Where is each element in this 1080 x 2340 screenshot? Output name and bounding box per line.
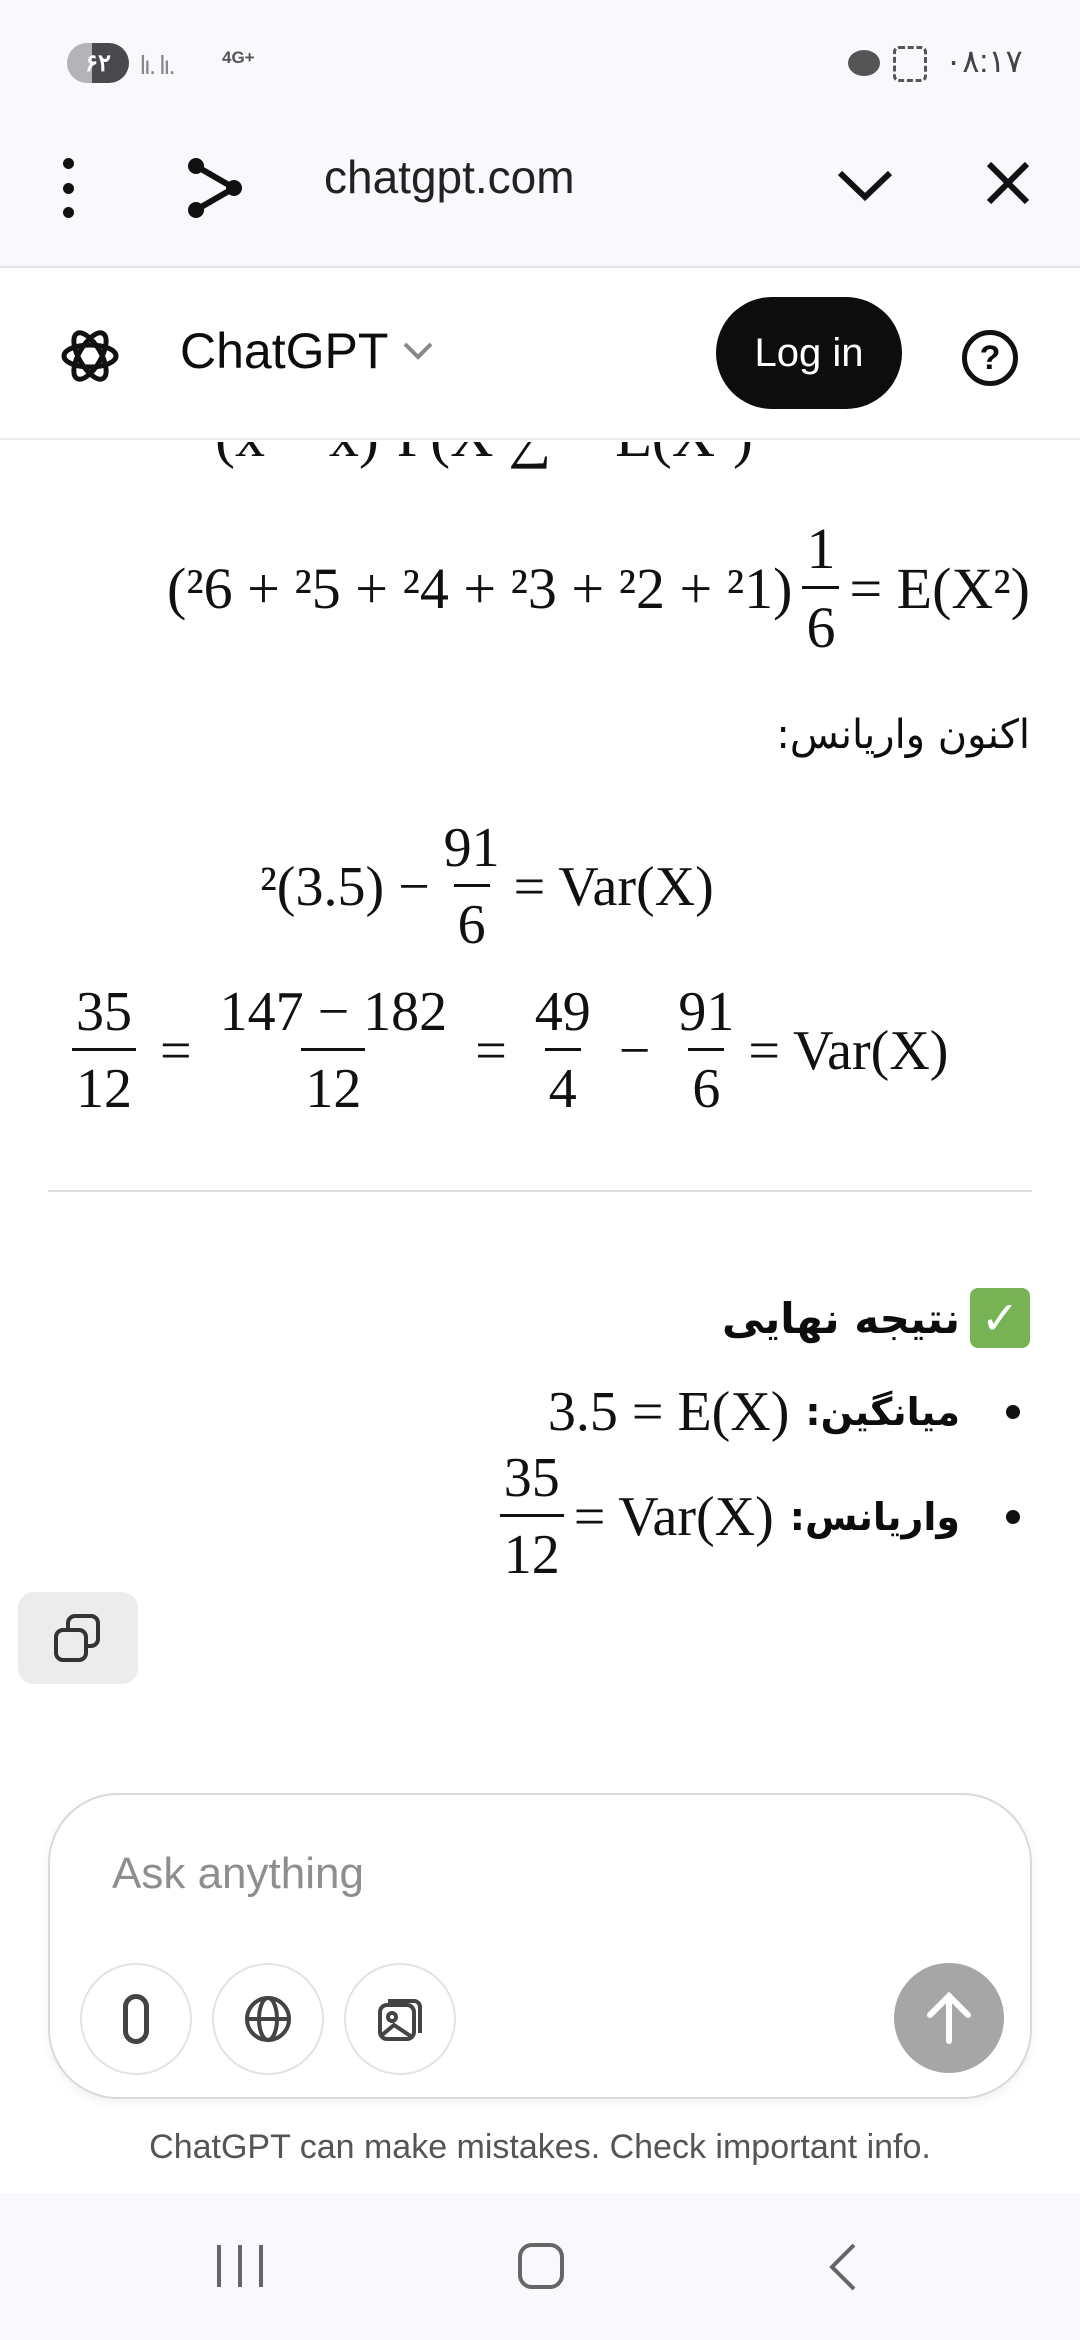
check-mark-icon: ✓ [970, 1288, 1030, 1348]
network-type: 4G+ [222, 48, 255, 67]
divider [48, 1190, 1032, 1192]
recent-apps-button[interactable] [217, 2245, 263, 2287]
globe-icon [245, 1996, 291, 2042]
fraction: 35 12 [72, 984, 136, 1117]
bullet [1006, 1509, 1020, 1524]
chevron-down-icon[interactable] [835, 165, 895, 205]
bullet [1006, 1405, 1020, 1419]
fraction: 91 6 [443, 817, 500, 956]
arrow-up-icon [927, 1991, 971, 2044]
help-button[interactable]: ? [962, 330, 1018, 386]
app-title: ChatGPT [180, 323, 389, 379]
screenshot-icon [893, 46, 927, 82]
search-web-button[interactable] [212, 1963, 324, 2075]
fraction: 91 6 [678, 981, 735, 1120]
fraction: 35 12 [499, 1450, 564, 1583]
browser-toolbar: chatgpt.com [0, 120, 1080, 268]
home-button[interactable] [518, 2243, 564, 2289]
close-icon[interactable] [985, 160, 1031, 206]
image-button[interactable] [344, 1963, 456, 2075]
model-selector[interactable]: ChatGPT [180, 322, 434, 380]
message-input[interactable]: Ask anything [112, 1849, 364, 1898]
system-nav-bar [0, 2193, 1080, 2340]
clock: ۰۸:۱۷ [945, 43, 1023, 79]
signal-icon: lı. lı. [140, 50, 176, 80]
paperclip-icon [123, 1994, 149, 2044]
battery-icon: ۶۲ [67, 43, 129, 83]
send-button[interactable] [894, 1963, 1004, 2073]
result-heading: ✓ نتیجه نهایی [722, 1288, 1030, 1348]
result-item-variance: 35 12 = Var(X) واریانس: [490, 1450, 1020, 1583]
image-icon [378, 1999, 422, 2041]
variance-formula-1: ²(3.5) − 91 6 = Var(X) [260, 817, 714, 956]
fraction: 147 − 182 12 [219, 981, 448, 1120]
copy-button[interactable] [18, 1592, 138, 1684]
variance-formula-2: 35 12 = 147 − 182 12 = 49 4 − 91 6 = Var(X) [62, 984, 948, 1117]
chatgpt-header: ChatGPT Log in ? [0, 270, 1080, 440]
back-button[interactable] [828, 2241, 858, 2293]
login-button[interactable]: Log in [716, 297, 902, 409]
attach-button[interactable] [80, 1963, 192, 2075]
chevron-down-icon [403, 342, 433, 360]
chat-bubble-icon [848, 50, 880, 76]
fraction: 49 4 [534, 981, 591, 1120]
disclaimer: ChatGPT can make mistakes. Check importa… [149, 2128, 931, 2166]
copy-icon [54, 1614, 100, 1662]
share-icon[interactable] [182, 156, 246, 220]
partial-formula: (x − x̄)²P(X ∑ − E(X²) [215, 442, 753, 471]
status-bar: ۶۲ lı. lı. 4G+ ۰۸:۱۷ [0, 0, 1080, 120]
openai-logo-icon[interactable] [58, 324, 122, 388]
variance-intro: اکنون واریانس: [776, 712, 1030, 758]
result-item-mean: 3.5 = E(X) میانگین: [548, 1380, 1020, 1444]
partial-formula-clip: (x − x̄)²P(X ∑ − E(X²) [0, 442, 1080, 472]
composer: Ask anything [48, 1793, 1032, 2099]
more-options-icon[interactable] [58, 158, 78, 218]
url-field[interactable]: chatgpt.com [324, 151, 575, 203]
